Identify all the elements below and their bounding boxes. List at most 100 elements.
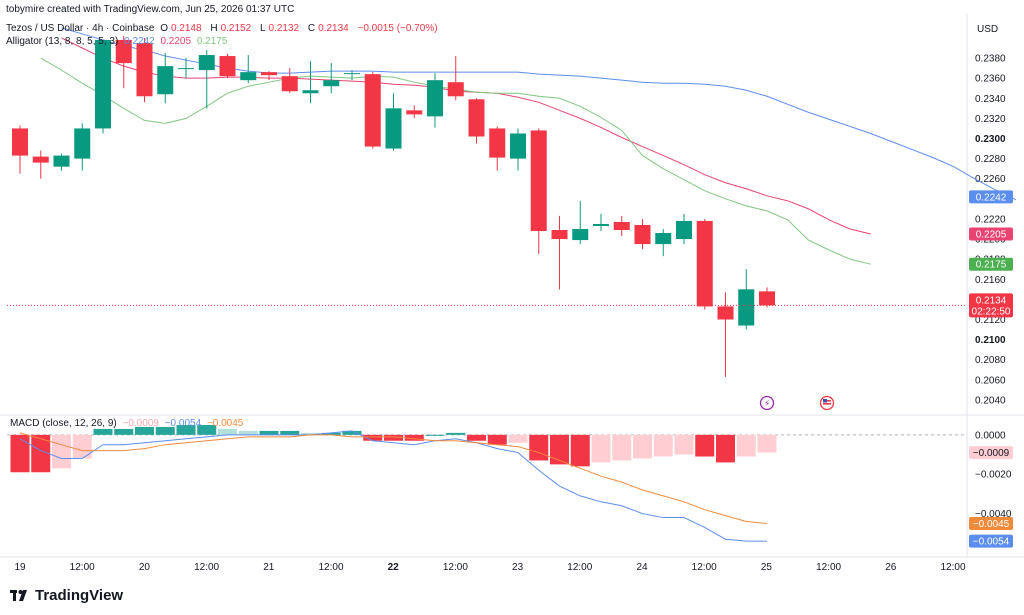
macd-hist-bar: [529, 434, 549, 461]
macd-hist-bar: [384, 434, 403, 441]
candle-body: [178, 68, 194, 70]
macd-label: MACD (close, 12, 26, 9): [10, 418, 117, 429]
macd-hist-bar: [446, 432, 466, 435]
candle-body: [696, 220, 713, 307]
macd-hist-bar: [487, 434, 507, 445]
alligator-lips-value: 0.2175: [196, 36, 228, 47]
macd-legend[interactable]: MACD (close, 12, 26, 9) −0.0009 −0.0054 …: [10, 418, 246, 429]
macd-hist-bar: [363, 434, 383, 441]
candle-body: [219, 56, 236, 77]
macd-hist-bar: [10, 434, 30, 473]
macd-tick-label: 0.0000: [975, 430, 1006, 441]
time-tick-label: 12:00: [567, 562, 592, 573]
currency-label: USD: [977, 24, 999, 35]
candle-body: [634, 224, 651, 245]
ohlc-close: C 0.2134: [308, 23, 352, 34]
candle-body: [759, 291, 775, 306]
macd-hist-bar: [550, 434, 569, 465]
time-tick-label: 12:00: [70, 562, 95, 573]
macd-tick-label: −0.0020: [975, 470, 1012, 481]
macd-signal-tag: [969, 516, 1013, 530]
time-tick-label: 26: [885, 562, 897, 573]
tradingview-logo[interactable]: TradingView: [10, 587, 123, 604]
ohlc-high: H 0.2152: [210, 23, 254, 34]
creator-caption: tobymire created with TradingView.com, J…: [6, 4, 297, 15]
macd-hist-bar: [633, 434, 652, 459]
candle-body: [281, 76, 298, 92]
candle-body: [32, 156, 49, 163]
ohlc-o-value: 0.2148: [170, 23, 202, 34]
candle-body: [427, 80, 443, 117]
macd-hist-bar: [674, 434, 694, 455]
last-price-tag: [969, 293, 1013, 318]
candle-body: [261, 72, 277, 76]
lightning-glyph-icon: ⚡: [764, 400, 770, 410]
alligator-teeth-line: [61, 37, 871, 235]
candle-body: [157, 66, 174, 95]
time-tick-label: 20: [139, 562, 151, 573]
time-tick-label: 12:00: [318, 562, 343, 573]
candle-body: [489, 128, 506, 158]
macd-hist-bar: [570, 434, 590, 467]
price-tick-label: 0.2040: [975, 395, 1006, 406]
macd-hist-bar: [301, 432, 320, 435]
alligator-legend[interactable]: Alligator (13, 8, 8, 5, 5, 3) 0.2242 0.2…: [6, 36, 230, 47]
symbol-name: Tezos / US Dollar · 4h · Coinbase: [6, 23, 155, 34]
macd-hist-bar: [653, 434, 673, 457]
last-price-tag-text: 02:22:50: [972, 306, 1011, 317]
teeth-price-tag-text: 0.2205: [976, 230, 1007, 241]
time-tick-label: 12:00: [940, 562, 965, 573]
alligator-label: Alligator (13, 8, 8, 5, 5, 3): [6, 36, 119, 47]
macd-signal-line: [19, 432, 768, 524]
candle-body: [74, 128, 91, 159]
last-price-tag-text: 0.2134: [976, 295, 1007, 306]
price-tick-label: 0.2120: [975, 315, 1006, 326]
price-tick-label: 0.2280: [975, 154, 1006, 165]
price-tick-label: 0.2260: [975, 174, 1006, 185]
candle-body: [593, 223, 609, 226]
time-tick-label: 12:00: [443, 562, 468, 573]
price-tick-label: 0.2080: [975, 355, 1006, 366]
ohlc-change: −0.0015 (−0.70%): [357, 23, 438, 34]
ohlc-low: L 0.2132: [260, 23, 302, 34]
candle-body: [738, 289, 755, 326]
ohlc-h-value: 0.2152: [220, 23, 252, 34]
lightning-event-icon: [759, 395, 775, 411]
time-tick-label: 22: [388, 562, 400, 573]
candle-body: [115, 39, 132, 64]
macd-hist-bar: [218, 428, 237, 435]
tradingview-logo-icon: [10, 590, 27, 601]
candle-body: [447, 82, 464, 97]
macd-line: [19, 430, 767, 542]
ohlc-l-value: 0.2132: [268, 23, 300, 34]
macd-hist-tag: [969, 446, 1013, 460]
symbol-legend[interactable]: Tezos / US Dollar · 4h · Coinbase O 0.214…: [6, 23, 441, 34]
candle-body: [240, 72, 257, 81]
candle-body: [510, 133, 526, 159]
macd-hist-bar: [280, 430, 300, 435]
time-tick-label: 24: [636, 562, 648, 573]
macd-hist-bar: [31, 434, 51, 473]
macd-line-tag: [969, 534, 1013, 548]
time-tick-label: 12:00: [194, 562, 219, 573]
candle-body: [136, 42, 153, 97]
time-tick-label: 21: [263, 562, 275, 573]
time-tick-label: 12:00: [816, 562, 841, 573]
alligator-jaw-value: 0.2242: [124, 36, 155, 47]
macd-hist-bar: [114, 428, 134, 435]
price-tick-label: 0.2360: [975, 74, 1006, 85]
flag-canton: [823, 399, 827, 403]
price-tick-label: 0.2220: [975, 214, 1006, 225]
price-tick-label: 0.2320: [975, 114, 1006, 125]
macd-hist-bar: [716, 434, 735, 463]
candle-body: [198, 55, 215, 71]
ohlc-c-label: C: [307, 23, 316, 34]
macd-hist-bar: [508, 434, 528, 443]
time-tick-label: 12:00: [692, 562, 717, 573]
candle-body: [95, 39, 111, 129]
candle-body: [676, 220, 692, 240]
candle-body: [406, 110, 423, 115]
price-tick-label: 0.2160: [975, 275, 1006, 286]
